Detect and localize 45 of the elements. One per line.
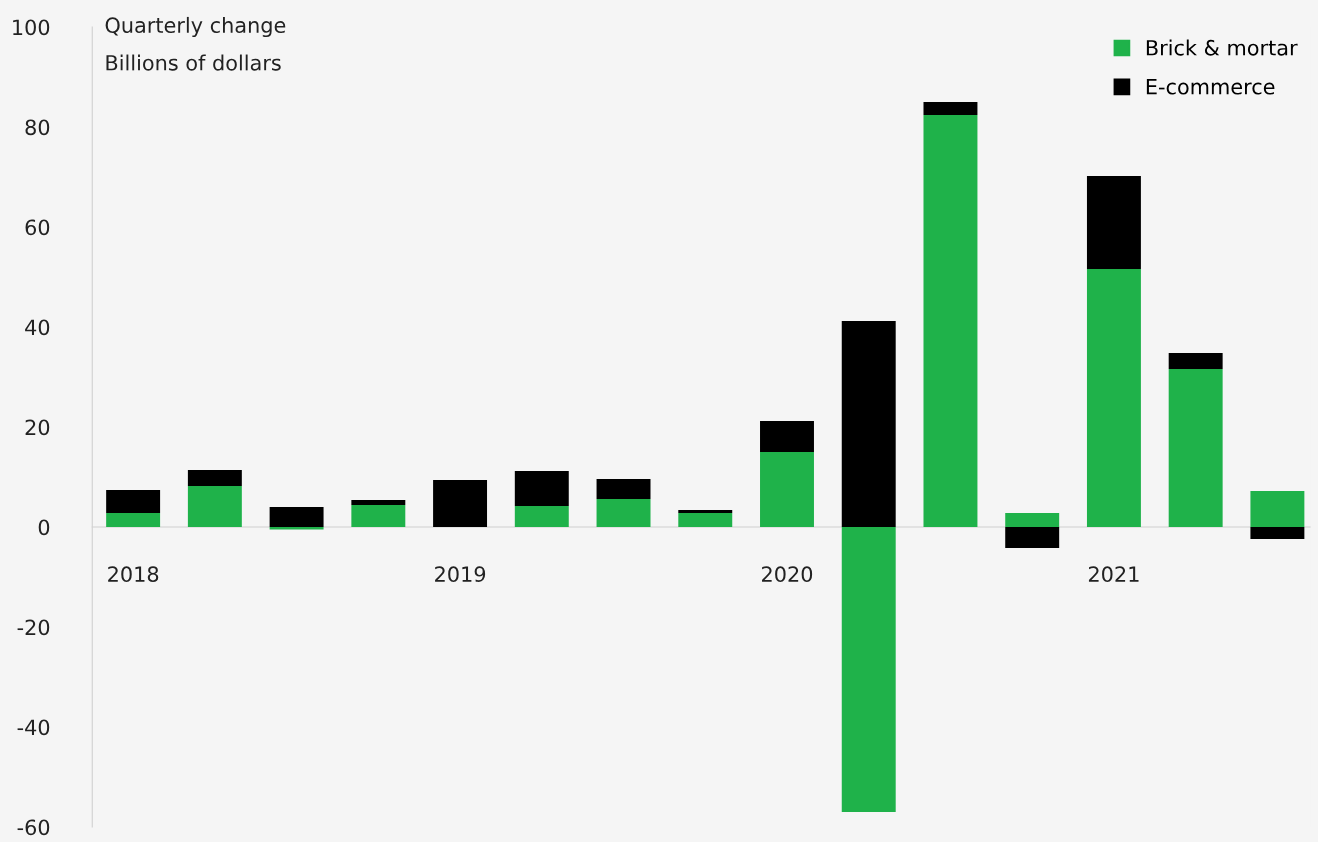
bar <box>841 321 896 527</box>
bar <box>1086 176 1141 269</box>
bar <box>1168 353 1223 369</box>
bar <box>760 452 814 527</box>
bar <box>187 486 242 527</box>
bar <box>760 421 814 452</box>
y-tick-label: 60 <box>25 219 50 236</box>
x-tick-label: 2019 <box>435 566 486 583</box>
bar <box>1250 491 1305 527</box>
bar <box>514 506 569 527</box>
bar <box>269 507 324 527</box>
bar <box>923 102 978 115</box>
bar <box>678 513 733 527</box>
bar <box>106 513 161 527</box>
bar <box>106 490 161 513</box>
bar <box>678 510 733 513</box>
y-tick-label: -60 <box>17 819 50 836</box>
x-tick-label: 2020 <box>762 566 813 583</box>
y-tick-label: 80 <box>25 119 50 136</box>
x-tick-label: 2018 <box>108 566 159 583</box>
bar <box>187 470 242 486</box>
y-tick-label: 40 <box>25 319 50 336</box>
legend-label: E-commerce <box>1146 79 1275 95</box>
x-tick-label: 2021 <box>1088 566 1139 583</box>
bar <box>596 479 651 499</box>
y-tick-label: -20 <box>17 619 50 636</box>
bar <box>1005 513 1060 527</box>
bar <box>1250 527 1305 539</box>
bar <box>1005 527 1060 548</box>
bar <box>433 480 488 527</box>
bar <box>923 115 978 527</box>
text: Billions of dollars <box>106 54 281 71</box>
y-tick-label: 20 <box>25 419 50 436</box>
y-tick-label: -40 <box>17 719 50 736</box>
bar <box>596 499 651 527</box>
legend-label: Brick & mortar <box>1146 39 1298 56</box>
bar <box>841 527 896 812</box>
bar <box>351 505 406 527</box>
bar <box>351 500 406 505</box>
chart-title: Quarterly change <box>105 16 286 38</box>
y-tick-label: 100 <box>13 19 50 36</box>
y-tick-label: 0 <box>38 519 50 536</box>
bar <box>1086 269 1141 527</box>
bar <box>1168 369 1223 527</box>
bar <box>514 471 569 506</box>
